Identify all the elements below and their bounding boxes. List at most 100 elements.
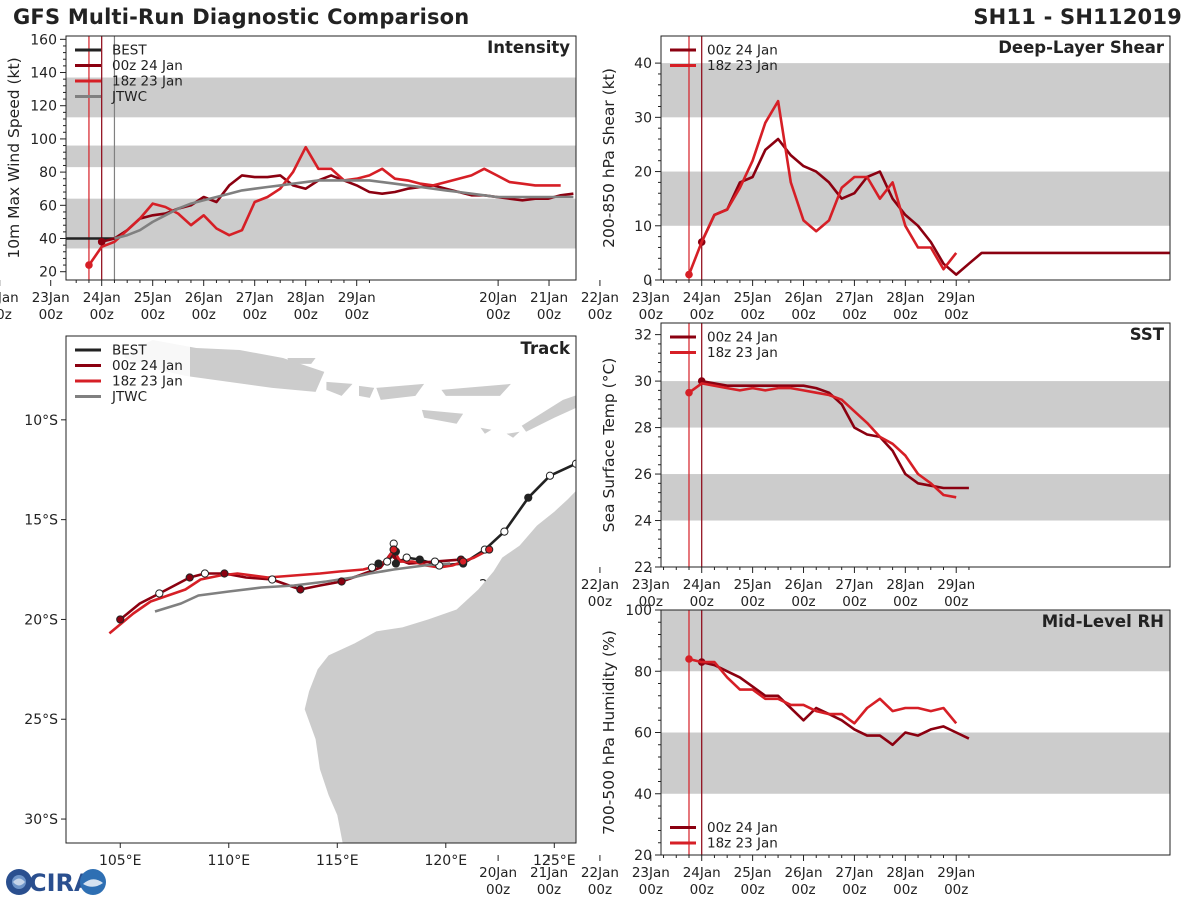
track-xtick-label: 120°E bbox=[424, 853, 467, 869]
shear-xtick-label-day: 22Jan bbox=[581, 290, 619, 306]
storm-id: SH11 - SH112019 bbox=[973, 5, 1182, 29]
rh-plot-area bbox=[661, 610, 1170, 855]
shear-xtick-label-hour: 00z bbox=[791, 307, 815, 323]
panel-sst: 22242628303220Jan00z21Jan00z22Jan00z23Ja… bbox=[479, 322, 1171, 610]
intensity-xtick-label-hour: 00z bbox=[141, 307, 165, 323]
shear-init-dot-18z-23-jan bbox=[685, 270, 693, 279]
intensity-ytick-label: 60 bbox=[39, 198, 57, 214]
rh-ytick-label: 80 bbox=[634, 664, 652, 680]
land-savu bbox=[480, 427, 492, 434]
legend-label-00z-24-jan: 00z 24 Jan bbox=[112, 58, 183, 74]
track-marker-00z-24-jan bbox=[220, 569, 229, 578]
panel-rh: 2040608010020Jan00z21Jan00z22Jan00z23Jan… bbox=[479, 603, 1171, 898]
intensity-xtick-label-day: 29Jan bbox=[338, 290, 376, 306]
sst-xtick-label-hour: 00z bbox=[791, 594, 815, 610]
rh-xtick-label-day: 20Jan bbox=[479, 865, 517, 881]
sst-xtick-label-day: 26Jan bbox=[785, 577, 823, 593]
shear-ytick-label: 30 bbox=[634, 110, 652, 126]
legend-label-18z-23-jan: 18z 23 Jan bbox=[707, 58, 778, 74]
sst-xtick-label-hour: 00z bbox=[588, 594, 612, 610]
rh-title: Mid-Level RH bbox=[1042, 612, 1164, 631]
rh-xtick-label-hour: 00z bbox=[639, 882, 663, 898]
rh-ylabel: 700-500 hPa Humidity (%) bbox=[600, 630, 618, 835]
track-marker-00z-24-jan bbox=[337, 577, 346, 586]
sst-ytick-label: 24 bbox=[634, 514, 652, 530]
panel-track: 105°E 110°E 115°E 120°E 125°E 10°S 15°S 20°S 25°… bbox=[24, 335, 577, 869]
sst-xtick-label-day: 22Jan bbox=[581, 577, 619, 593]
legend-label-best: BEST bbox=[112, 43, 147, 59]
sst-init-dot-18z-23-jan bbox=[685, 388, 693, 397]
track-marker-best bbox=[391, 559, 400, 568]
shear-xtick-label-hour: 00z bbox=[690, 307, 714, 323]
rh-xtick-label-hour: 00z bbox=[740, 882, 764, 898]
land-flores bbox=[441, 383, 511, 396]
track-ytick-label: 30°S bbox=[24, 812, 58, 828]
track-marker-00z-24-jan bbox=[268, 575, 277, 584]
shear-xtick-label-day: 28Jan bbox=[886, 290, 924, 306]
intensity-series-jtwc bbox=[114, 179, 574, 240]
shear-ytick-label: 40 bbox=[634, 56, 652, 72]
rh-xtick-label-hour: 00z bbox=[893, 882, 917, 898]
rh-xtick-label-hour: 00z bbox=[588, 882, 612, 898]
rh-ytick-label: 100 bbox=[625, 603, 652, 619]
legend-label-00z-24-jan: 00z 24 Jan bbox=[112, 358, 183, 374]
intensity-series-best bbox=[66, 237, 115, 240]
shear-xtick-label-day: 23Jan bbox=[632, 290, 670, 306]
track-xtick-label: 125°E bbox=[533, 853, 576, 869]
sst-ytick-label: 26 bbox=[634, 467, 652, 483]
intensity-xtick-label-day: 27Jan bbox=[236, 290, 274, 306]
land-timor bbox=[521, 395, 576, 432]
legend-label-18z-23-jan: 18z 23 Jan bbox=[112, 74, 183, 90]
shear-xtick-label-hour: 00z bbox=[944, 307, 968, 323]
shear-xtick-label-day: 21Jan bbox=[530, 290, 568, 306]
track-xtick-label: 110°E bbox=[207, 853, 250, 869]
sst-title: SST bbox=[1130, 325, 1165, 344]
rh-xtick-label-day: 24Jan bbox=[683, 865, 721, 881]
track-series-jtwc bbox=[154, 562, 451, 613]
land-sumbawa bbox=[376, 383, 425, 400]
intensity-xtick-label-day: 22Jan bbox=[0, 290, 19, 306]
shear-ytick-label: 10 bbox=[634, 219, 652, 235]
land-rote bbox=[506, 431, 520, 438]
rh-series-18z-23-jan bbox=[688, 657, 958, 725]
legend-label-18z-23-jan: 18z 23 Jan bbox=[707, 345, 778, 361]
shear-xtick-label-day: 24Jan bbox=[683, 290, 721, 306]
rh-xtick-label-hour: 00z bbox=[690, 882, 714, 898]
rh-xtick-label-day: 23Jan bbox=[632, 865, 670, 881]
track-marker-00z-24-jan bbox=[185, 573, 194, 582]
cira-logo: CIRA bbox=[6, 869, 106, 897]
track-marker-00z-24-jan bbox=[116, 615, 125, 624]
intensity-band-2 bbox=[66, 77, 576, 118]
sst-ytick-label: 32 bbox=[634, 328, 652, 344]
page-title: GFS Multi-Run Diagnostic Comparison bbox=[13, 5, 470, 29]
track-marker-00z-24-jan bbox=[296, 585, 305, 594]
shear-xtick-label-hour: 00z bbox=[486, 307, 510, 323]
track-marker-best bbox=[500, 527, 509, 536]
land-lombok bbox=[359, 385, 375, 398]
shear-xtick-label-hour: 00z bbox=[639, 307, 663, 323]
legend-label-jtwc: JTWC bbox=[111, 389, 147, 405]
sst-xtick-label-hour: 00z bbox=[893, 594, 917, 610]
track-marker-best bbox=[571, 459, 576, 468]
track-marker-best bbox=[367, 563, 377, 572]
track-ytick-label: 20°S bbox=[24, 612, 58, 628]
intensity-plot-area bbox=[66, 36, 576, 280]
shear-xtick-label-day: 27Jan bbox=[835, 290, 873, 306]
shear-title: Deep-Layer Shear bbox=[998, 38, 1165, 57]
intensity-init-dot-18z-23-jan bbox=[85, 261, 93, 269]
shear-band-1 bbox=[661, 63, 1170, 118]
rh-band-0 bbox=[661, 732, 1170, 794]
land-sumba bbox=[421, 409, 464, 424]
shear-xtick-label-day: 20Jan bbox=[479, 290, 517, 306]
track-title: Track bbox=[521, 339, 571, 358]
rh-xtick-label-hour: 00z bbox=[791, 882, 815, 898]
rh-series-00z-24-jan bbox=[701, 660, 970, 747]
track-ytick-label: 25°S bbox=[24, 712, 58, 728]
intensity-xtick-label-day: 24Jan bbox=[83, 290, 121, 306]
rh-xtick-label-day: 26Jan bbox=[785, 865, 823, 881]
intensity-band-1 bbox=[66, 145, 576, 168]
sst-series-18z-23-jan bbox=[688, 382, 957, 499]
rh-xtick-label-day: 27Jan bbox=[835, 865, 873, 881]
